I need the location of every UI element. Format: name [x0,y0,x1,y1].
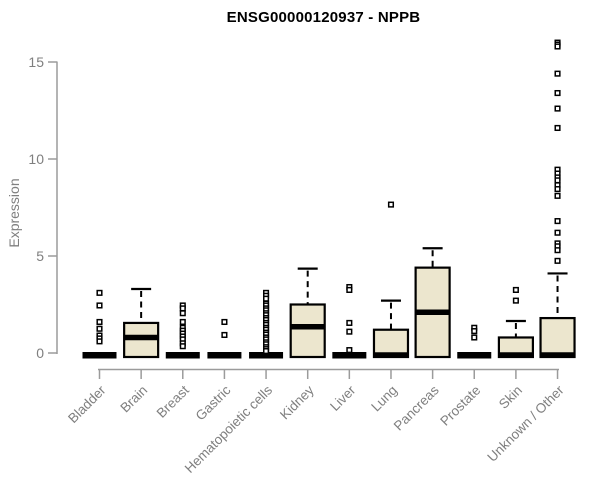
chart-title: ENSG00000120937 - NPPB [226,9,421,26]
outlier-point-unknown-other [554,218,561,225]
x-tick-label-skin: Skin [496,383,525,412]
outlier-point-breast [179,305,186,312]
outlier-point-bladder [96,289,103,296]
box-brain [123,287,160,359]
outlier-point-unknown-other [554,229,561,236]
outlier-point-unknown-other [554,89,561,97]
collapsed-box-liver [332,352,367,359]
collapsed-box-hematopoietic-cells [249,352,284,359]
outlier-point-lung [387,201,395,208]
outlier-point-breast [179,310,186,317]
x-tick-label-bladder: Bladder [65,382,109,426]
outlier-point-unknown-other [554,124,561,132]
y-tick-label: 15 [28,54,44,70]
y-tick-label: 5 [36,248,44,264]
outlier-point-liver [346,286,353,293]
outlier-point-bladder [96,338,103,345]
y-tick-label: 10 [28,151,44,167]
outlier-point-prostate [471,334,478,341]
iqr-box-unknown-other [539,316,576,359]
outlier-point-unknown-other [554,177,561,184]
collapsed-box-breast [165,352,200,359]
outlier-point-liver [346,328,353,335]
x-tick-label-lung: Lung [368,383,400,415]
outlier-point-prostate [471,328,478,335]
outlier-point-unknown-other [554,257,561,264]
box-breast [165,302,200,359]
box-liver [332,283,367,359]
outlier-point-hematopoietic-cells [263,295,270,302]
outlier-point-bladder [96,318,103,326]
box-bladder [82,289,117,359]
outlier-point-skin [512,297,519,304]
outlier-point-breast [179,318,186,326]
outlier-point-unknown-other [554,192,561,199]
outlier-point-unknown-other [554,247,561,254]
box-unknown-other [539,39,576,359]
x-tick-label-pancreas: Pancreas [391,382,442,433]
outlier-point-bladder [96,325,103,332]
iqr-box-kidney [289,303,326,359]
x-tick-label-gastric: Gastric [193,382,234,423]
box-gastric [207,318,242,359]
outlier-point-unknown-other [554,186,561,193]
outlier-point-unknown-other [554,43,561,50]
outlier-point-hematopoietic-cells [263,348,270,355]
outlier-point-skin [512,286,519,293]
box-prostate [457,324,492,359]
box-kidney [289,267,326,359]
y-tick-label: 0 [36,345,44,361]
collapsed-box-gastric [207,352,242,359]
box-lung [372,201,410,359]
x-tick-label-liver: Liver [327,382,359,414]
outlier-point-breast [179,343,186,350]
box-pancreas [414,247,451,359]
outlier-point-gastric [221,331,228,339]
collapsed-box-prostate [457,352,492,359]
outlier-point-liver [346,347,353,354]
box-hematopoietic-cells [249,289,284,359]
x-tick-label-kidney: Kidney [277,382,317,422]
outlier-point-liver [346,319,353,326]
x-tick-label-brain: Brain [117,383,150,416]
x-tick-label-prostate: Prostate [437,383,483,429]
x-tick-label-unknown-other: Unknown / Other [484,382,567,465]
collapsed-box-bladder [82,352,117,359]
outlier-point-gastric [221,318,228,326]
outlier-point-bladder [96,302,103,309]
outlier-point-unknown-other [554,105,561,112]
box-skin [497,286,534,359]
outlier-point-unknown-other [554,70,561,77]
x-tick-label-breast: Breast [154,382,192,420]
